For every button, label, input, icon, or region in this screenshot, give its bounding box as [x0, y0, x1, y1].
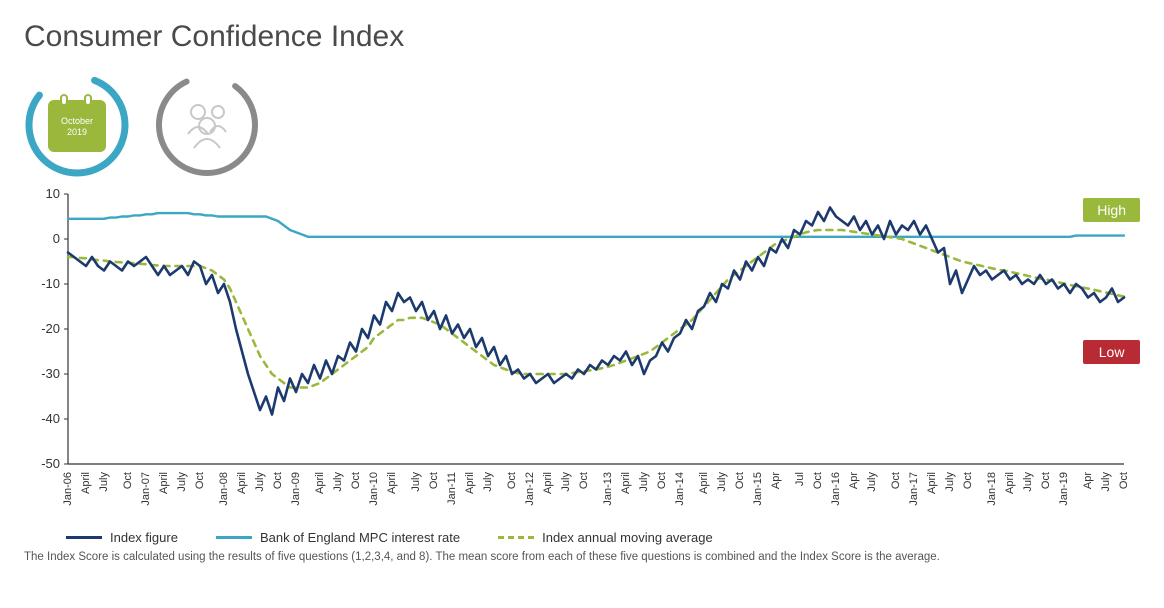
svg-text:-10: -10: [41, 276, 60, 291]
footnote: The Index Score is calculated using the …: [24, 551, 1140, 563]
svg-text:April: April: [236, 472, 248, 494]
svg-text:April: April: [314, 472, 326, 494]
svg-text:Oct: Oct: [1118, 472, 1130, 489]
svg-text:July: July: [410, 472, 422, 492]
high-badge: High: [1083, 198, 1140, 222]
svg-text:Jan-06: Jan-06: [62, 472, 74, 506]
svg-text:Jan-08: Jan-08: [218, 472, 230, 506]
svg-text:-50: -50: [41, 456, 60, 471]
svg-text:April: April: [698, 472, 710, 494]
svg-text:Oct: Oct: [578, 472, 590, 489]
svg-text:Oct: Oct: [1040, 472, 1052, 489]
svg-text:July: July: [1022, 472, 1034, 492]
svg-text:April: April: [620, 472, 632, 494]
svg-text:Jan-14: Jan-14: [674, 472, 686, 506]
svg-text:Oct: Oct: [122, 472, 134, 489]
svg-text:Oct: Oct: [656, 472, 668, 489]
svg-text:Oct: Oct: [734, 472, 746, 489]
svg-text:April: April: [80, 472, 92, 494]
svg-text:Oct: Oct: [428, 472, 440, 489]
svg-text:Jan-16: Jan-16: [830, 472, 842, 506]
svg-text:July: July: [716, 472, 728, 492]
svg-text:Oct: Oct: [890, 472, 902, 489]
svg-text:10: 10: [46, 186, 60, 201]
svg-text:Jan-07: Jan-07: [140, 472, 152, 506]
svg-text:Oct: Oct: [506, 472, 518, 489]
svg-text:Oct: Oct: [962, 472, 974, 489]
svg-text:Jan-13: Jan-13: [602, 472, 614, 506]
svg-text:-20: -20: [41, 321, 60, 336]
svg-text:April: April: [542, 472, 554, 494]
svg-text:July: July: [1100, 472, 1112, 492]
svg-text:0: 0: [53, 231, 60, 246]
svg-text:Apr: Apr: [1082, 472, 1094, 489]
icon-row: October 2019: [24, 72, 1140, 178]
svg-text:Jan-09: Jan-09: [290, 472, 302, 506]
svg-text:-30: -30: [41, 366, 60, 381]
svg-text:Jan-18: Jan-18: [986, 472, 998, 506]
svg-text:Oct: Oct: [350, 472, 362, 489]
svg-text:Jan-12: Jan-12: [524, 472, 536, 506]
svg-text:July: July: [482, 472, 494, 492]
svg-text:Jan-10: Jan-10: [368, 472, 380, 506]
svg-text:Apr: Apr: [848, 472, 860, 489]
svg-text:Jan-11: Jan-11: [446, 472, 458, 505]
page-title: Consumer Confidence Index: [24, 20, 1140, 54]
svg-text:Jul: Jul: [794, 472, 806, 486]
people-badge: [154, 72, 260, 178]
svg-text:Oct: Oct: [272, 472, 284, 489]
date-month: October: [48, 116, 106, 127]
svg-text:-40: -40: [41, 411, 60, 426]
line-chart: 10 0 -10 -20 -30 -40 -50Jan-06 April July Oct Jan-…: [24, 184, 1134, 552]
date-year: 2019: [48, 127, 106, 138]
svg-text:July: July: [98, 472, 110, 492]
svg-text:April: April: [386, 472, 398, 494]
svg-text:July: July: [332, 472, 344, 492]
svg-text:July: July: [254, 472, 266, 492]
svg-text:July: July: [638, 472, 650, 492]
svg-text:April: April: [464, 472, 476, 494]
svg-text:Apr: Apr: [770, 472, 782, 489]
low-badge: Low: [1083, 340, 1140, 364]
svg-text:Jan-17: Jan-17: [908, 472, 920, 506]
svg-text:July: July: [944, 472, 956, 492]
svg-text:Oct: Oct: [194, 472, 206, 489]
chart-area: 10 0 -10 -20 -30 -40 -50Jan-06 April July Oct Jan-…: [24, 184, 1134, 524]
svg-text:July: July: [176, 472, 188, 492]
svg-text:July: July: [866, 472, 878, 492]
svg-text:July: July: [560, 472, 572, 492]
svg-text:Oct: Oct: [812, 472, 824, 489]
calendar-icon: October 2019: [48, 100, 106, 152]
svg-text:April: April: [158, 472, 170, 494]
svg-text:April: April: [1004, 472, 1016, 494]
svg-text:Jan-15: Jan-15: [752, 472, 764, 506]
svg-text:April: April: [926, 472, 938, 494]
svg-text:Jan-19: Jan-19: [1058, 472, 1070, 506]
date-badge: October 2019: [24, 72, 130, 178]
